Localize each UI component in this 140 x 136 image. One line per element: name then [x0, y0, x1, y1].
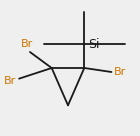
Text: Br: Br: [20, 39, 33, 49]
Text: Si: Si: [88, 38, 100, 50]
Text: Br: Br: [4, 76, 16, 86]
Text: Br: Br: [114, 67, 126, 77]
